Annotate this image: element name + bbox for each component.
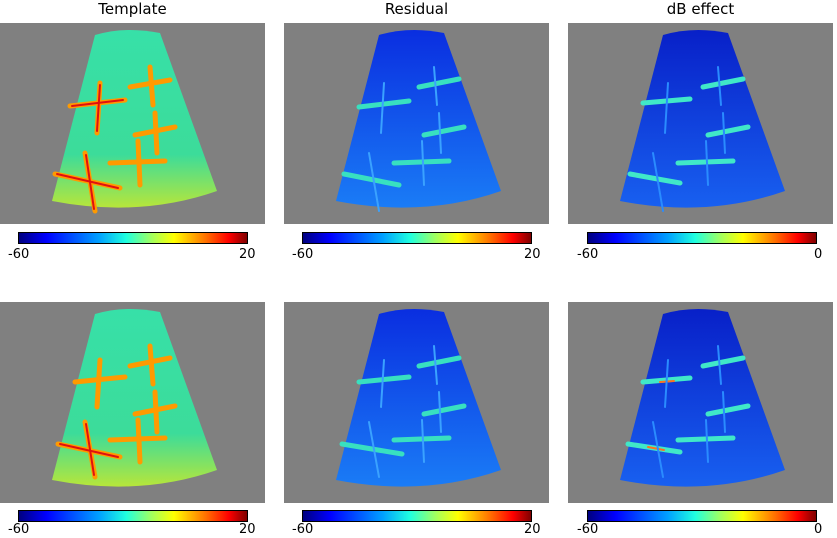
residual-panel-bottom xyxy=(284,302,549,503)
title-db-effect: dB effect xyxy=(666,0,735,18)
db-effect-panel-bottom xyxy=(568,302,833,503)
colorbar-residual-top-min: -60 xyxy=(292,247,314,262)
colorbar-db-effect-bottom xyxy=(587,510,817,522)
template-image-bottom xyxy=(52,308,217,487)
residual-image-bottom xyxy=(336,308,501,487)
colorbar-template-top xyxy=(18,232,248,244)
template-image-top xyxy=(52,29,217,214)
colorbar-template-top-min: -60 xyxy=(8,247,30,262)
residual-panel-top xyxy=(284,23,549,224)
colorbar-residual-bottom xyxy=(302,510,532,522)
colorbar-residual-bottom-min: -60 xyxy=(292,522,314,537)
colorbar-db-effect-top-min: -60 xyxy=(577,247,599,262)
db-effect-image-top xyxy=(620,29,785,212)
colorbar-db-effect-bottom-max: 0 xyxy=(814,522,823,537)
title-residual: Residual xyxy=(384,0,449,18)
colorbar-template-top-max: 20 xyxy=(239,247,256,262)
template-panel-bottom xyxy=(0,302,265,503)
colorbar-template-bottom-min: -60 xyxy=(8,522,30,537)
db-effect-image-bottom xyxy=(620,308,785,487)
colorbar-db-effect-bottom-min: -60 xyxy=(577,522,599,537)
colorbar-db-effect-top xyxy=(587,232,817,244)
colorbar-residual-bottom-max: 20 xyxy=(524,522,541,537)
db-effect-panel-top xyxy=(568,23,833,224)
colorbar-template-bottom xyxy=(18,510,248,522)
colorbar-residual-top xyxy=(302,232,532,244)
colorbar-db-effect-top-max: 0 xyxy=(814,247,823,262)
residual-image-top xyxy=(336,29,501,212)
title-template: Template xyxy=(98,0,167,18)
colorbar-template-bottom-max: 20 xyxy=(239,522,256,537)
template-panel-top xyxy=(0,23,265,224)
colorbar-residual-top-max: 20 xyxy=(524,247,541,262)
